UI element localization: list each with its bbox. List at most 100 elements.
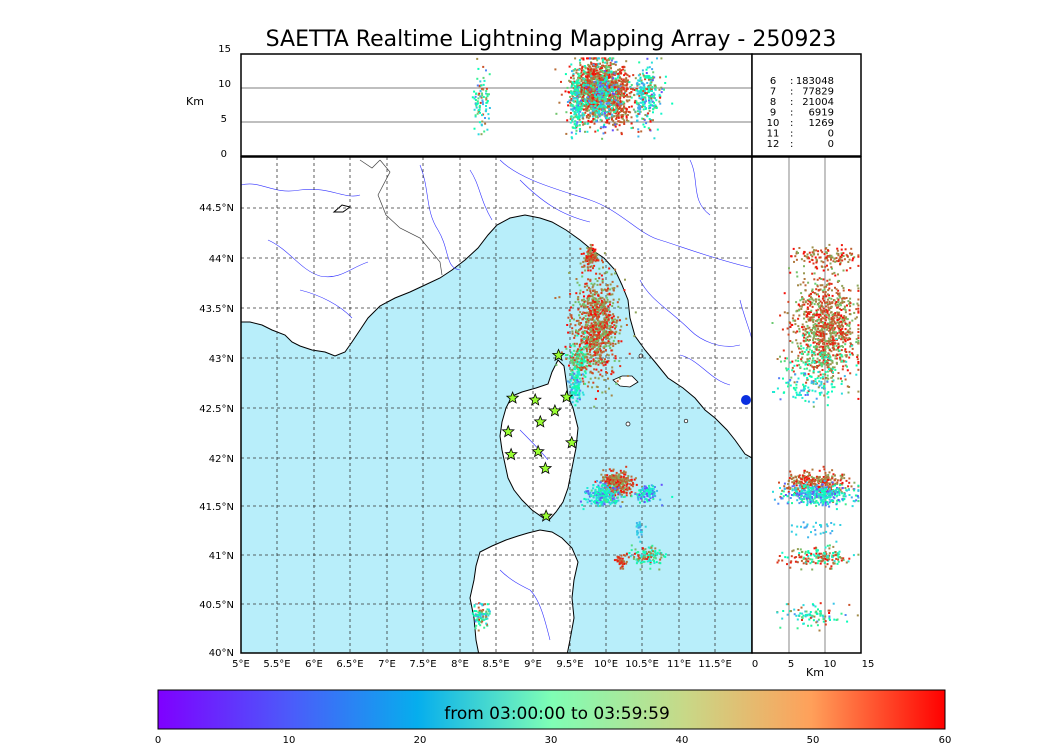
lightning-source — [599, 312, 602, 315]
lightning-source — [623, 477, 626, 480]
lightning-source-altitude — [652, 119, 654, 122]
lightning-source — [578, 343, 581, 346]
lightning-source — [637, 536, 640, 539]
lightning-source — [566, 354, 569, 356]
lightning-source — [587, 321, 590, 324]
lightning-source-altitude — [652, 104, 655, 107]
lightning-source — [608, 387, 610, 390]
lightning-source — [586, 335, 589, 338]
lightning-source-altitude — [610, 59, 613, 62]
lightning-source — [601, 302, 604, 305]
lightning-source-altitude — [656, 57, 658, 60]
lightning-source-latitude — [823, 314, 826, 317]
lightning-source-altitude — [644, 76, 647, 79]
lightning-source — [642, 560, 644, 563]
lightning-source — [619, 329, 622, 332]
lightning-source-latitude — [796, 364, 799, 367]
lon-tick: 6.5°E — [336, 659, 363, 670]
lightning-source — [637, 557, 640, 560]
lightning-source — [612, 342, 614, 345]
lightning-source-altitude — [611, 73, 614, 76]
lightning-source-altitude — [612, 104, 615, 107]
lightning-source — [622, 475, 625, 478]
lightning-source-altitude — [599, 74, 601, 76]
lightning-source — [644, 492, 646, 495]
lightning-source — [624, 471, 627, 474]
station-star-icon — [559, 389, 574, 403]
lightning-source — [583, 338, 586, 340]
lightning-source-latitude — [826, 342, 829, 345]
lightning-source — [611, 316, 614, 319]
lightning-source — [626, 479, 629, 482]
lightning-source — [596, 299, 599, 302]
lightning-source-latitude — [831, 267, 833, 270]
lightning-source — [631, 482, 634, 484]
lightning-source — [606, 474, 609, 477]
lightning-source — [598, 498, 601, 501]
lightning-source — [621, 487, 624, 490]
lightning-source-altitude — [626, 81, 629, 83]
lightning-source-altitude — [579, 95, 582, 98]
lightning-source — [589, 302, 592, 305]
lightning-source-altitude — [631, 126, 634, 129]
lightning-source-latitude — [801, 323, 804, 326]
lightning-source — [604, 335, 607, 338]
lightning-source — [570, 315, 573, 318]
lightning-source — [576, 375, 579, 378]
lightning-source — [598, 328, 601, 331]
lightning-source — [483, 626, 486, 629]
lightning-source-latitude — [801, 350, 804, 353]
lightning-source-altitude — [615, 91, 618, 94]
lightning-source — [602, 364, 605, 367]
lightning-source — [602, 342, 605, 344]
lightning-source-altitude — [474, 102, 477, 105]
lightning-source-altitude — [620, 108, 623, 111]
lightning-source — [648, 554, 651, 556]
lightning-source — [587, 498, 590, 501]
lightning-source-altitude — [598, 80, 601, 83]
lightning-source-altitude — [594, 78, 597, 81]
lightning-source — [581, 377, 584, 380]
lightning-source-altitude — [605, 98, 608, 101]
lightning-source — [575, 357, 578, 360]
lightning-source-altitude — [644, 108, 647, 110]
lightning-source — [612, 468, 615, 471]
lightning-source — [648, 494, 651, 497]
lightning-source — [602, 350, 605, 353]
lightning-source — [583, 330, 586, 333]
lightning-source — [598, 325, 600, 327]
lightning-source-latitude — [794, 331, 797, 334]
lightning-source — [585, 353, 588, 356]
lightning-source — [597, 259, 600, 262]
lightning-source-latitude — [857, 397, 860, 400]
lightning-source-altitude — [649, 106, 652, 109]
lightning-source — [610, 490, 613, 493]
lightning-source-altitude — [624, 112, 627, 115]
lightning-source — [595, 353, 598, 356]
lightning-source — [590, 494, 593, 496]
lightning-source — [610, 486, 613, 489]
lightning-source — [578, 393, 581, 396]
lightning-source-latitude — [807, 318, 810, 321]
lightning-source-altitude — [485, 92, 487, 95]
lightning-source — [588, 257, 591, 260]
lightning-source-altitude — [659, 95, 662, 98]
lightning-source-altitude — [643, 103, 646, 106]
lightning-source-altitude — [588, 69, 591, 71]
lightning-source-altitude — [642, 108, 645, 111]
lightning-source — [601, 492, 604, 495]
lightning-source-altitude — [620, 114, 623, 117]
lightning-source-altitude — [566, 86, 569, 89]
lightning-source — [588, 258, 591, 261]
lightning-source-altitude — [607, 77, 610, 79]
lightning-source — [601, 278, 604, 281]
lightning-source-latitude — [796, 275, 799, 278]
lightning-source — [603, 324, 606, 327]
lightning-source-altitude — [579, 99, 582, 102]
lightning-source — [614, 355, 617, 358]
station-star-icon — [505, 391, 520, 404]
lightning-source-altitude — [576, 121, 579, 124]
lightning-source-latitude — [820, 311, 823, 314]
lightning-source — [646, 490, 649, 493]
lightning-source — [582, 304, 585, 307]
